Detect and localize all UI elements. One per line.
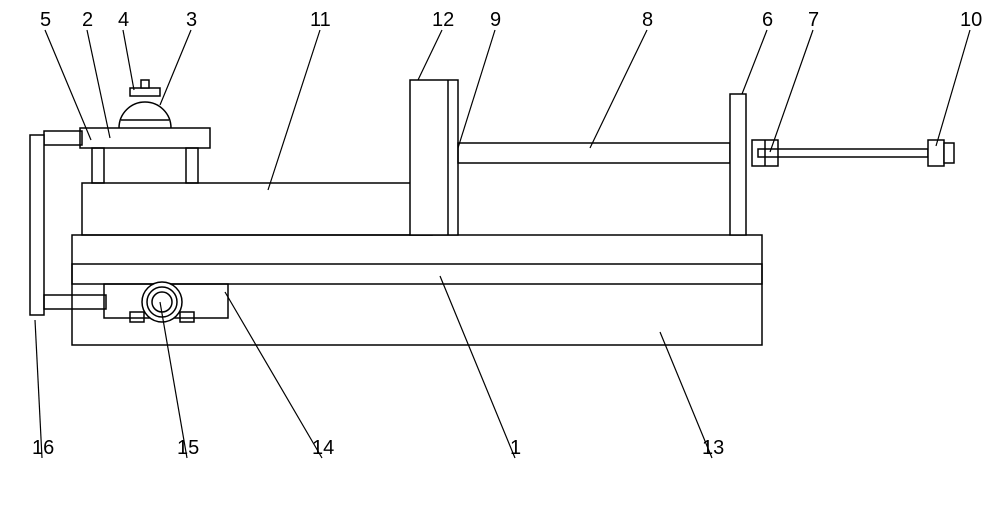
upper-bar — [82, 183, 432, 235]
label-14: 14 — [312, 437, 334, 459]
pipe-bottom — [44, 295, 106, 309]
leader-2 — [87, 30, 110, 138]
diagram-canvas: 12345678910111213141516 — [0, 0, 1000, 506]
leader-15 — [160, 302, 187, 458]
label-13: 13 — [702, 437, 724, 459]
leader-6 — [742, 30, 767, 94]
knob-b — [944, 143, 954, 163]
leader-11 — [268, 30, 320, 190]
pump-foot-l — [130, 312, 144, 322]
pipe-vertical — [30, 135, 44, 315]
label-3: 3 — [186, 9, 197, 31]
leader-3 — [160, 30, 191, 105]
sphere — [119, 102, 171, 128]
platform-post-1 — [186, 148, 198, 183]
end-stand — [730, 94, 746, 235]
leader-7 — [770, 30, 813, 152]
leader-1 — [440, 276, 515, 458]
inner-slot — [72, 264, 762, 284]
label-15: 15 — [177, 437, 199, 459]
label-12: 12 — [432, 9, 454, 31]
label-9: 9 — [490, 9, 501, 31]
parts-group — [30, 80, 954, 345]
shaft — [758, 149, 928, 157]
sphere-cap — [130, 88, 160, 96]
leader-12 — [418, 30, 442, 80]
labels-group: 12345678910111213141516 — [32, 9, 982, 459]
leader-4 — [123, 30, 134, 90]
label-2: 2 — [82, 9, 93, 31]
label-7: 7 — [808, 9, 819, 31]
sphere-pin — [141, 80, 149, 88]
leader-10 — [936, 30, 970, 146]
leader-8 — [590, 30, 647, 148]
pipe-top — [44, 131, 82, 145]
sliding-block — [410, 80, 458, 235]
label-10: 10 — [960, 9, 982, 31]
leader-5 — [45, 30, 91, 140]
label-1: 1 — [510, 437, 521, 459]
label-5: 5 — [40, 9, 51, 31]
platform — [80, 128, 210, 148]
platform-post-0 — [92, 148, 104, 183]
label-8: 8 — [642, 9, 653, 31]
leader-14 — [225, 292, 322, 458]
label-4: 4 — [118, 9, 129, 31]
label-6: 6 — [762, 9, 773, 31]
leaders-group — [35, 30, 970, 458]
label-16: 16 — [32, 437, 54, 459]
pump-foot-r — [180, 312, 194, 322]
leader-9 — [458, 30, 495, 148]
push-rod — [458, 143, 730, 163]
label-11: 11 — [310, 9, 331, 31]
